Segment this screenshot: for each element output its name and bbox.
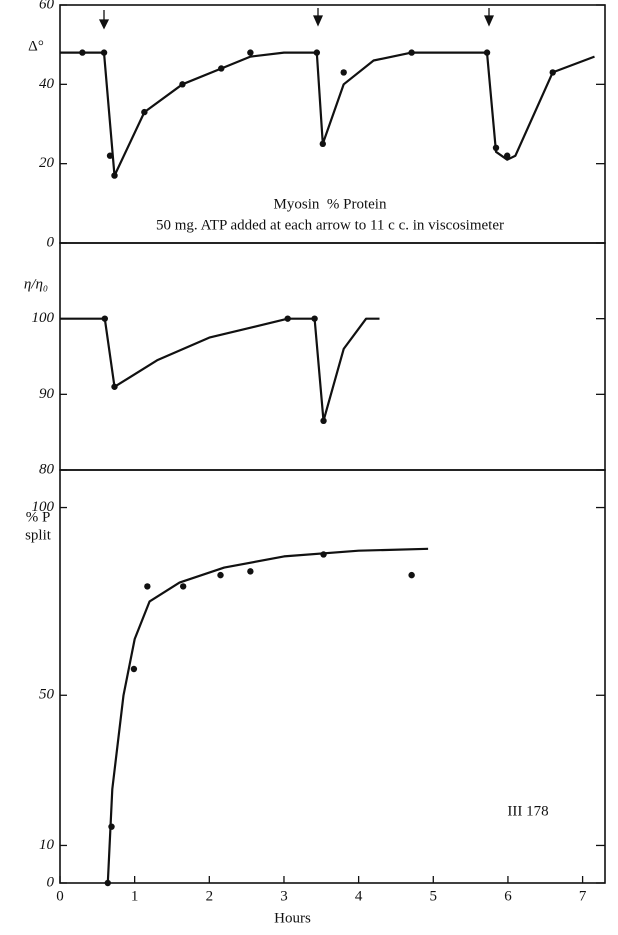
x-tick-label: 2 bbox=[206, 888, 214, 904]
data-point bbox=[284, 315, 291, 322]
y-tick-label: 0 bbox=[47, 874, 55, 890]
y-tick-label: 90 bbox=[39, 386, 55, 402]
x-tick-label: 5 bbox=[430, 888, 438, 904]
x-tick-label: 1 bbox=[131, 888, 139, 904]
data-point bbox=[130, 665, 138, 673]
y-axis-label: η/η₀ bbox=[24, 276, 48, 292]
arrow-head bbox=[98, 19, 110, 30]
annotation: Myosin % Protein bbox=[274, 196, 387, 212]
data-point bbox=[319, 140, 326, 148]
curve bbox=[106, 547, 429, 884]
y-tick-label: 80 bbox=[39, 461, 55, 477]
y-tick-label: 10 bbox=[39, 837, 55, 853]
y-tick-label: 100 bbox=[32, 310, 55, 326]
data-point bbox=[311, 315, 318, 322]
data-point bbox=[106, 152, 114, 159]
data-point bbox=[144, 583, 151, 590]
x-tick-label: 6 bbox=[504, 888, 512, 904]
y-tick-label: 40 bbox=[39, 76, 55, 92]
data-point bbox=[247, 49, 254, 56]
data-point bbox=[108, 823, 115, 830]
annotation: 50 mg. ATP added at each arrow to 11 c c… bbox=[156, 217, 504, 233]
x-tick-label: 4 bbox=[355, 888, 363, 904]
y-axis-label: % P bbox=[26, 509, 51, 525]
data-point bbox=[104, 879, 111, 887]
data-point bbox=[483, 49, 491, 56]
x-tick-label: 7 bbox=[579, 888, 587, 904]
data-point bbox=[217, 571, 224, 579]
y-tick-label: 60 bbox=[39, 0, 55, 12]
x-tick-label: 3 bbox=[280, 888, 288, 904]
data-point bbox=[549, 69, 556, 76]
x-tick-label: 0 bbox=[56, 888, 64, 904]
data-point bbox=[101, 315, 108, 322]
panel-frame bbox=[59, 469, 606, 884]
arrow-head bbox=[483, 15, 495, 27]
annotation: III 178 bbox=[507, 803, 548, 819]
panel-frame bbox=[59, 242, 606, 471]
curve bbox=[60, 51, 595, 177]
data-point bbox=[179, 583, 187, 590]
data-point bbox=[247, 568, 254, 575]
y-tick-label: 100 bbox=[32, 499, 55, 515]
data-point bbox=[100, 49, 108, 56]
data-point bbox=[503, 152, 511, 159]
y-tick-label: 0 bbox=[47, 234, 55, 250]
y-tick-label: 50 bbox=[39, 687, 55, 703]
data-point bbox=[320, 551, 327, 558]
data-point bbox=[218, 65, 225, 72]
arrow-head bbox=[312, 15, 324, 27]
y-axis-label: Δ° bbox=[28, 38, 44, 54]
x-axis-label: Hours bbox=[274, 910, 311, 926]
y-axis-label: split bbox=[25, 527, 52, 543]
data-point bbox=[408, 49, 415, 56]
data-point bbox=[408, 571, 415, 579]
y-tick-label: 20 bbox=[39, 155, 55, 171]
data-point bbox=[141, 108, 148, 116]
data-point bbox=[179, 81, 186, 88]
data-point bbox=[340, 69, 347, 76]
data-point bbox=[79, 49, 86, 56]
arrows bbox=[98, 8, 495, 30]
data-point bbox=[492, 144, 500, 151]
data-point bbox=[313, 49, 321, 56]
data-point bbox=[320, 417, 327, 425]
data-point bbox=[111, 172, 118, 179]
data-point bbox=[111, 383, 118, 390]
curve bbox=[60, 317, 380, 422]
